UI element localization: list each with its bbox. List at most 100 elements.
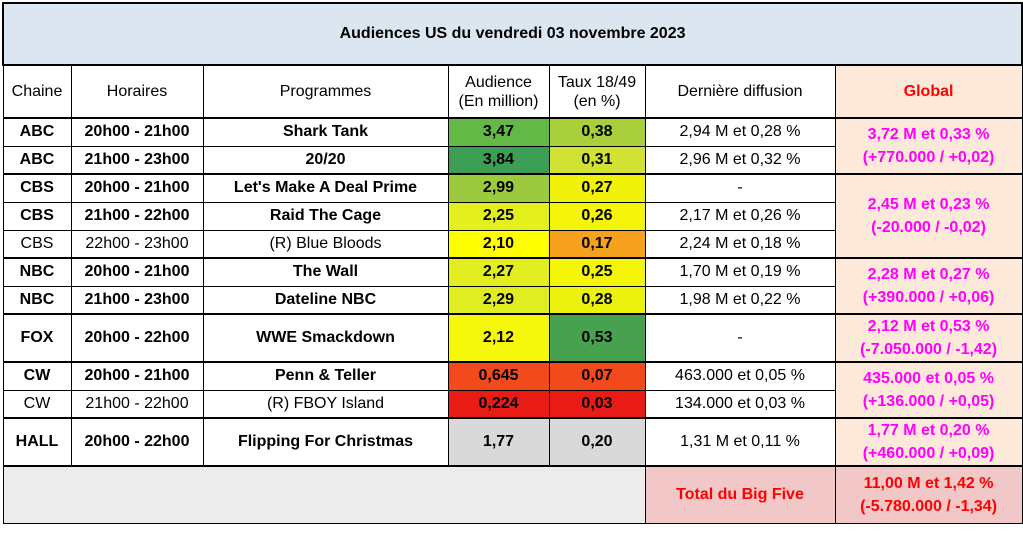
- cell-chaine: CBS: [2, 229, 72, 259]
- cell-taux: 0,07: [548, 361, 646, 391]
- footer-total-line2: (-5.780.000 / -1,34): [860, 498, 998, 515]
- audience-table: Audiences US du vendredi 03 novembre 202…: [1, 2, 1023, 524]
- cell-audience: 2,25: [447, 201, 550, 231]
- header-audience-line1: Audience: [465, 73, 532, 91]
- cell-horaires: 20h00 - 21h00: [70, 361, 204, 391]
- cell-audience: 2,29: [447, 285, 550, 315]
- cell-derniere: 1,31 M et 0,11 %: [644, 417, 836, 467]
- cell-programme: (R) Blue Bloods: [202, 229, 449, 259]
- footer-label: Total du Big Five: [644, 465, 836, 524]
- footer-total: 11,00 M et 1,42 % (-5.780.000 / -1,34): [834, 465, 1023, 524]
- cell-horaires: 20h00 - 22h00: [70, 417, 204, 467]
- footer-spacer: [2, 465, 646, 524]
- cell-derniere: -: [644, 173, 836, 203]
- global-fox-line1: 2,12 M et 0,53 %: [867, 318, 990, 335]
- global-cbs-line2: (-20.000 / -0,02): [871, 219, 986, 236]
- table-row: FOX 20h00 - 22h00 WWE Smackdown 2,12 0,5…: [2, 313, 1023, 363]
- cell-chaine: CW: [2, 361, 72, 391]
- cell-derniere: 134.000 et 0,03 %: [644, 389, 836, 419]
- cell-audience: 3,84: [447, 145, 550, 175]
- table-row: CW 20h00 - 21h00 Penn & Teller 0,645 0,0…: [2, 361, 1023, 419]
- global-hall-line2: (+460.000 / +0,09): [862, 445, 995, 462]
- cell-chaine: CBS: [2, 201, 72, 231]
- header-taux-line1: Taux 18/49: [557, 73, 637, 91]
- global-fox: 2,12 M et 0,53 % (-7.050.000 / -1,42): [834, 313, 1023, 363]
- cell-derniere: 2,17 M et 0,26 %: [644, 201, 836, 231]
- cell-audience: 3,47: [447, 117, 550, 147]
- header-horaires: Horaires: [70, 64, 204, 119]
- table-row: CBS 21h00 - 22h00 Raid The Cage 2,25 0,2…: [2, 201, 1022, 231]
- cell-horaires: 22h00 - 23h00: [70, 229, 204, 259]
- global-nbc-line1: 2,28 M et 0,27 %: [867, 266, 990, 283]
- cell-taux: 0,17: [548, 229, 646, 259]
- global-cbs-line1: 2,45 M et 0,23 %: [867, 196, 990, 213]
- cell-derniere: 2,96 M et 0,32 %: [644, 145, 836, 175]
- cell-horaires: 20h00 - 21h00: [70, 117, 204, 147]
- footer-row: Total du Big Five 11,00 M et 1,42 % (-5.7…: [2, 465, 1023, 524]
- global-hall: 1,77 M et 0,20 % (+460.000 / +0,09): [834, 417, 1023, 467]
- cell-programme: (R) FBOY Island: [202, 389, 449, 419]
- table-row: ABC 20h00 - 21h00 Shark Tank 3,47 0,38 2…: [2, 117, 1023, 175]
- cell-audience: 2,10: [447, 229, 550, 259]
- cell-derniere: -: [644, 313, 836, 363]
- cell-derniere: 1,70 M et 0,19 %: [644, 257, 836, 287]
- cell-derniere: 2,24 M et 0,18 %: [644, 229, 836, 259]
- cell-chaine: FOX: [2, 313, 72, 363]
- cell-taux: 0,28: [548, 285, 646, 315]
- cell-derniere: 2,94 M et 0,28 %: [644, 117, 836, 147]
- footer-total-line1: 11,00 M et 1,42 %: [863, 475, 994, 492]
- cell-audience: 2,27: [447, 257, 550, 287]
- table-row: CBS 22h00 - 23h00 (R) Blue Bloods 2,10 0…: [2, 229, 1022, 259]
- table-row: ABC 21h00 - 23h00 20/20 3,84 0,31 2,96 M…: [2, 145, 1022, 175]
- cell-taux: 0,38: [548, 117, 646, 147]
- cell-audience: 0,224: [447, 389, 550, 419]
- cell-chaine: CBS: [2, 173, 72, 203]
- cell-programme: WWE Smackdown: [202, 313, 449, 363]
- cell-horaires: 21h00 - 22h00: [70, 389, 204, 419]
- table-row: CBS 20h00 - 21h00 Let's Make A Deal Prim…: [2, 173, 1023, 259]
- cell-audience: 0,645: [447, 361, 550, 391]
- header-taux-line2: (en %): [573, 92, 621, 110]
- cell-taux: 0,31: [548, 145, 646, 175]
- global-abc-line2: (+770.000 / +0,02): [862, 149, 995, 166]
- cell-taux: 0,27: [548, 173, 646, 203]
- header-audience-line2: (En million): [458, 92, 539, 110]
- cell-programme: Penn & Teller: [202, 361, 449, 391]
- header-chaine: Chaine: [2, 64, 72, 119]
- cell-chaine: NBC: [2, 257, 72, 287]
- cell-chaine: HALL: [2, 417, 72, 467]
- cell-derniere: 1,98 M et 0,22 %: [644, 285, 836, 315]
- cell-programme: Flipping For Christmas: [202, 417, 449, 467]
- cell-programme: Let's Make A Deal Prime: [202, 173, 449, 203]
- table-row: NBC 21h00 - 23h00 Dateline NBC 2,29 0,28…: [2, 285, 1022, 315]
- global-abc: 3,72 M et 0,33 % (+770.000 / +0,02): [834, 117, 1023, 175]
- global-cbs: 2,45 M et 0,23 % (-20.000 / -0,02): [834, 173, 1023, 259]
- cell-programme: 20/20: [202, 145, 449, 175]
- header-derniere: Dernière diffusion: [644, 64, 836, 119]
- cell-audience: 1,77: [447, 417, 550, 467]
- cell-taux: 0,20: [548, 417, 646, 467]
- cell-chaine: ABC: [2, 117, 72, 147]
- header-taux: Taux 18/49 (en %): [548, 64, 646, 119]
- cell-taux: 0,26: [548, 201, 646, 231]
- cell-chaine: ABC: [2, 145, 72, 175]
- header-row: Chaine Horaires Programmes Audience (En m…: [2, 64, 1023, 119]
- cell-programme: Shark Tank: [202, 117, 449, 147]
- table-row: NBC 20h00 - 21h00 The Wall 2,27 0,25 1,7…: [2, 257, 1023, 315]
- cell-horaires: 20h00 - 21h00: [70, 257, 204, 287]
- header-programmes: Programmes: [202, 64, 449, 119]
- global-cw: 435.000 et 0,05 % (+136.000 / +0,05): [834, 361, 1023, 419]
- cell-taux: 0,53: [548, 313, 646, 363]
- cell-derniere: 463.000 et 0,05 %: [644, 361, 836, 391]
- cell-horaires: 21h00 - 22h00: [70, 201, 204, 231]
- cell-chaine: NBC: [2, 285, 72, 315]
- table-title: Audiences US du vendredi 03 novembre 202…: [1, 2, 1023, 66]
- global-hall-line1: 1,77 M et 0,20 %: [867, 422, 990, 439]
- header-audience: Audience (En million): [447, 64, 550, 119]
- cell-programme: Dateline NBC: [202, 285, 449, 315]
- global-cw-line2: (+136.000 / +0,05): [862, 393, 995, 410]
- cell-programme: Raid The Cage: [202, 201, 449, 231]
- cell-horaires: 21h00 - 23h00: [70, 285, 204, 315]
- cell-horaires: 20h00 - 22h00: [70, 313, 204, 363]
